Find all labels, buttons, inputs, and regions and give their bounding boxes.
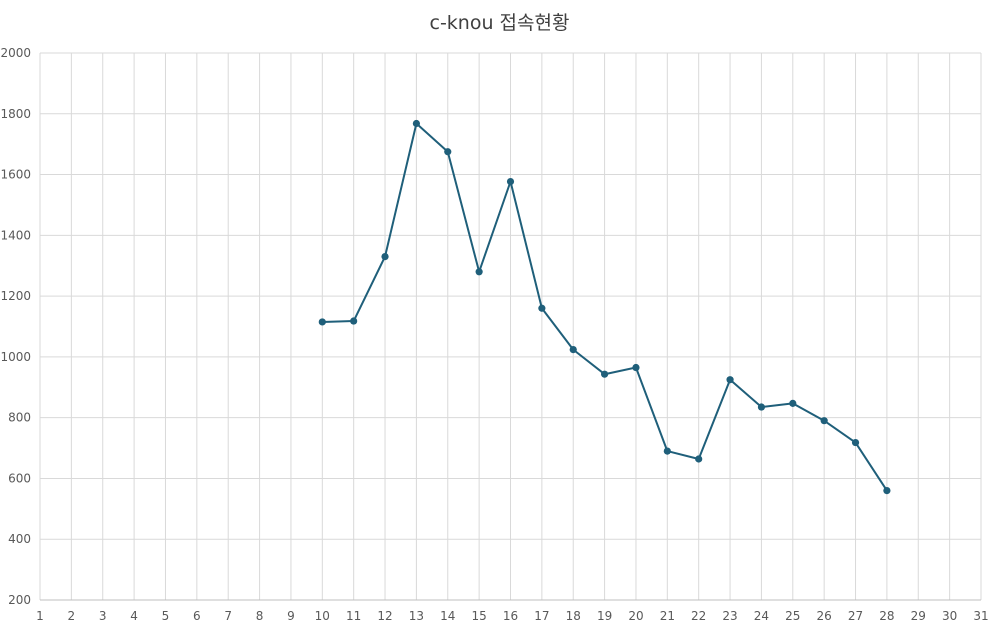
x-tick-label: 8 [256, 609, 264, 623]
x-tick-label: 2 [68, 609, 76, 623]
y-tick-label: 600 [8, 471, 31, 485]
x-tick-label: 1 [36, 609, 44, 623]
data-point [726, 376, 734, 384]
x-tick-label: 5 [162, 609, 170, 623]
x-tick-label: 15 [471, 609, 486, 623]
x-tick-label: 20 [628, 609, 643, 623]
data-point [757, 403, 766, 411]
data-point [883, 487, 891, 495]
y-tick-label: 1000 [0, 350, 31, 364]
x-tick-label: 25 [785, 609, 800, 623]
x-tick-label: 21 [660, 609, 675, 623]
x-tick-label: 9 [287, 609, 295, 623]
x-tick-label: 30 [942, 609, 957, 623]
data-point [538, 304, 546, 312]
x-tick-label: 6 [193, 609, 201, 623]
y-tick-label: 1200 [0, 289, 31, 303]
x-tick-label: 22 [691, 609, 706, 623]
data-point [601, 370, 609, 378]
data-point [412, 119, 420, 128]
data-point [789, 399, 797, 407]
data-point [444, 148, 452, 156]
data-point [569, 345, 577, 354]
data-point [318, 318, 326, 326]
x-tick-label: 19 [597, 609, 612, 623]
x-tick-label: 13 [409, 609, 424, 623]
x-tick-label: 24 [754, 609, 769, 623]
y-tick-label: 800 [8, 411, 31, 425]
data-point [506, 177, 515, 186]
x-tick-label: 29 [911, 609, 926, 623]
y-tick-label: 1400 [0, 228, 31, 242]
x-tick-label: 27 [848, 609, 863, 623]
x-tick-label: 4 [130, 609, 138, 623]
data-point [350, 317, 358, 325]
x-tick-label: 28 [879, 609, 894, 623]
x-tick-label: 10 [315, 609, 330, 623]
series [318, 119, 891, 495]
y-tick-label: 400 [8, 532, 31, 546]
y-tick-label: 200 [8, 593, 31, 607]
data-point [820, 417, 828, 425]
x-tick-label: 17 [534, 609, 549, 623]
x-tick-label: 31 [973, 609, 988, 623]
data-point [475, 268, 483, 276]
x-tick-label: 18 [566, 609, 581, 623]
x-tick-label: 7 [224, 609, 232, 623]
data-point [695, 455, 703, 463]
grid-lines [39, 52, 982, 600]
x-tick-label: 3 [99, 609, 107, 623]
x-tick-label: 23 [722, 609, 737, 623]
x-tick-label: 11 [346, 609, 361, 623]
x-tick-label: 26 [817, 609, 832, 623]
y-tick-label: 1600 [0, 168, 31, 182]
data-point [851, 438, 860, 447]
y-tick-label: 1800 [0, 107, 31, 121]
data-point [381, 253, 389, 261]
y-tick-label: 2000 [0, 46, 31, 60]
chart-title: c-knou 접속현황 [429, 12, 570, 34]
data-point [632, 363, 640, 372]
x-tick-label: 12 [377, 609, 392, 623]
x-tick-label: 14 [440, 609, 455, 623]
data-point [663, 447, 671, 455]
x-tick-label: 16 [503, 609, 518, 623]
